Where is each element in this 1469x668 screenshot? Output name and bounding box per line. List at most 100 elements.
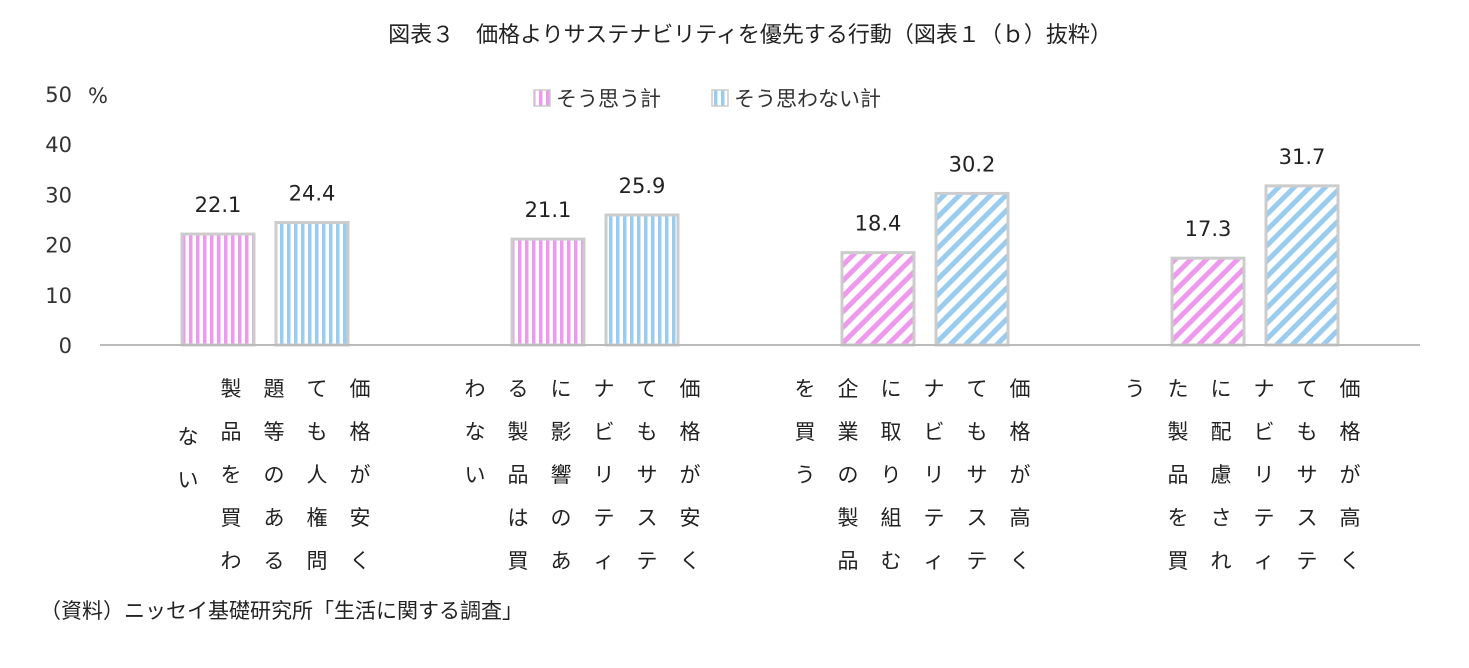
category-char: 価 xyxy=(680,377,701,401)
category-char: い xyxy=(178,468,199,492)
category-char: の xyxy=(264,463,285,487)
category-char: 格 xyxy=(680,420,701,444)
data-label-disagree-2: 25.9 xyxy=(619,174,666,198)
category-char: サ xyxy=(967,463,988,487)
data-label-disagree-1: 24.4 xyxy=(289,182,336,206)
category-char: テ xyxy=(967,549,988,573)
y-tick-label: 20 xyxy=(45,234,72,258)
category-char: 格 xyxy=(1010,420,1031,444)
category-char: く xyxy=(680,549,701,573)
category-char: て xyxy=(307,377,328,401)
category-char: な xyxy=(178,425,199,449)
category-char: が xyxy=(1010,463,1031,487)
category-char: る xyxy=(508,377,529,401)
category-char: リ xyxy=(1254,463,1275,487)
category-char: ナ xyxy=(1254,377,1275,401)
category-char: 配 xyxy=(1211,420,1232,444)
category-char: ナ xyxy=(924,377,945,401)
category-char: ス xyxy=(967,506,988,530)
category-char: 等 xyxy=(264,420,285,444)
category-char: テ xyxy=(1254,506,1275,530)
category-char: も xyxy=(637,420,658,444)
category-char: て xyxy=(637,377,658,401)
category-char: 人 xyxy=(307,463,328,487)
y-tick-label: 40 xyxy=(45,133,72,157)
category-char: さ xyxy=(1211,506,1232,530)
category-char: ィ xyxy=(594,549,615,573)
source-note: （資料）ニッセイ基礎研究所「生活に関する調査」 xyxy=(40,599,523,623)
category-char: が xyxy=(680,463,701,487)
bar-agree-4 xyxy=(1170,256,1246,347)
category-char: の xyxy=(838,463,859,487)
category-char: 取 xyxy=(881,420,902,444)
category-char: も xyxy=(967,420,988,444)
category-char: ス xyxy=(1297,506,1318,530)
bar-disagree-4 xyxy=(1264,184,1340,347)
category-char: あ xyxy=(264,506,285,530)
bars xyxy=(180,184,1340,347)
category-char: 安 xyxy=(680,506,701,530)
category-char: 格 xyxy=(350,420,371,444)
category-char: を xyxy=(221,463,242,487)
category-char: く xyxy=(1340,549,1361,573)
category-char: 高 xyxy=(1010,506,1031,530)
category-char: わ xyxy=(221,549,242,573)
data-label-disagree-4: 31.7 xyxy=(1279,145,1326,169)
category-char: り xyxy=(881,463,902,487)
category-char: く xyxy=(1010,549,1031,573)
category-char: 買 xyxy=(1168,549,1189,573)
category-char: 製 xyxy=(838,506,859,530)
y-tick-label: 0 xyxy=(59,334,72,358)
category-char: の xyxy=(551,506,572,530)
category-char: 業 xyxy=(838,420,859,444)
category-char: 高 xyxy=(1340,506,1361,530)
category-char: 製 xyxy=(221,377,242,401)
y-axis-unit: % xyxy=(88,84,108,108)
y-tick-label: 30 xyxy=(45,183,72,207)
category-char: 品 xyxy=(221,420,242,444)
category-char: 買 xyxy=(508,549,529,573)
category-char: 品 xyxy=(508,463,529,487)
legend-label-disagree: そう思わない計 xyxy=(734,87,881,111)
category-char: て xyxy=(1297,377,1318,401)
category-char: る xyxy=(264,549,285,573)
category-char: は xyxy=(508,506,529,530)
data-label-disagree-3: 30.2 xyxy=(949,152,996,176)
category-char: も xyxy=(1297,420,1318,444)
category-char: ビ xyxy=(594,420,615,444)
category-char: を xyxy=(795,377,816,401)
category-char: 題 xyxy=(264,377,285,401)
category-char: ビ xyxy=(924,420,945,444)
category-char: 買 xyxy=(221,506,242,530)
y-axis-ticks: 0 10 20 30 40 50 xyxy=(45,83,72,358)
category-char: 権 xyxy=(307,506,328,530)
category-char: を xyxy=(1168,506,1189,530)
category-char: う xyxy=(795,463,816,487)
y-tick-label: 50 xyxy=(45,83,72,107)
category-char: ス xyxy=(637,506,658,530)
data-label-agree-3: 18.4 xyxy=(855,212,902,236)
category-char: な xyxy=(465,420,486,444)
category-char: リ xyxy=(594,463,615,487)
category-char: テ xyxy=(1297,549,1318,573)
category-char: 影 xyxy=(551,420,572,444)
category-char: テ xyxy=(637,549,658,573)
legend-swatch-disagree xyxy=(711,89,729,107)
category-char: リ xyxy=(924,463,945,487)
category-char: あ xyxy=(551,549,572,573)
legend-swatch-agree xyxy=(533,89,551,107)
category-char: 格 xyxy=(1340,420,1361,444)
data-label-agree-1: 22.1 xyxy=(195,193,242,217)
legend-label-agree: そう思う計 xyxy=(556,87,661,111)
category-char: う xyxy=(1125,377,1146,401)
data-labels: 22.1 24.4 21.1 25.9 18.4 30.2 17.3 31.7 xyxy=(195,145,1326,241)
y-tick-label: 10 xyxy=(45,284,72,308)
category-char: サ xyxy=(637,463,658,487)
data-label-agree-2: 21.1 xyxy=(525,198,572,222)
category-char: が xyxy=(1340,463,1361,487)
category-char: 安 xyxy=(350,506,371,530)
